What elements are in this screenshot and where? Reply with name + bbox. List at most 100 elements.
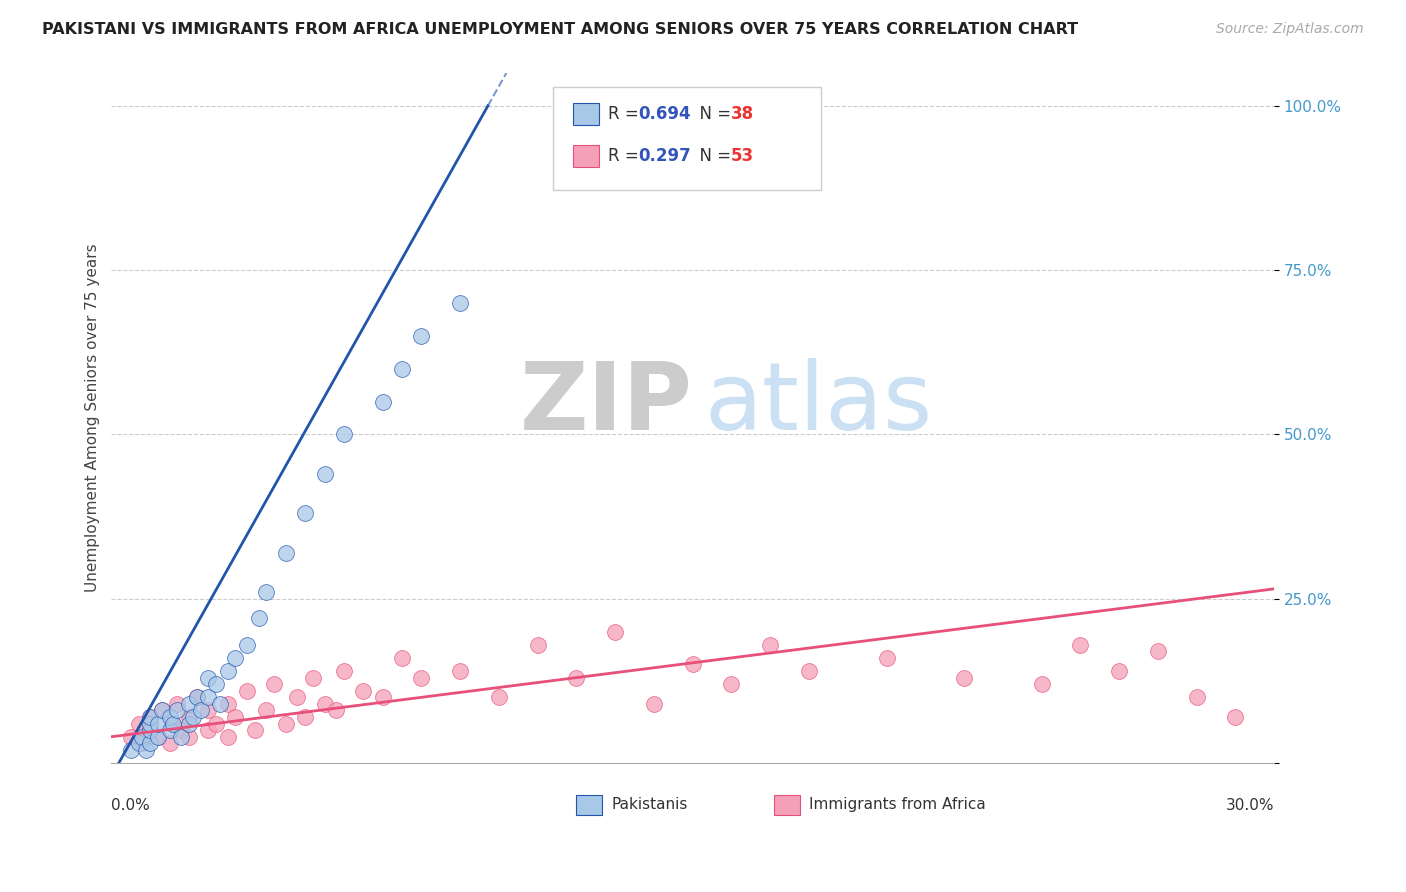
- Point: [274, 716, 297, 731]
- Point: [177, 697, 200, 711]
- Point: [139, 710, 162, 724]
- Point: [120, 730, 142, 744]
- Point: [146, 716, 169, 731]
- Point: [139, 736, 162, 750]
- Point: [208, 697, 231, 711]
- Point: [197, 723, 219, 738]
- Point: [411, 671, 433, 685]
- Point: [139, 723, 162, 738]
- Point: [302, 671, 325, 685]
- Point: [1108, 664, 1130, 678]
- Point: [131, 736, 153, 750]
- Point: [177, 716, 200, 731]
- Text: Pakistanis: Pakistanis: [612, 797, 688, 812]
- Point: [526, 638, 548, 652]
- Point: [128, 716, 150, 731]
- Point: [217, 664, 239, 678]
- Text: N =: N =: [689, 147, 737, 165]
- Point: [720, 677, 742, 691]
- Point: [1069, 638, 1091, 652]
- Point: [333, 664, 356, 678]
- Point: [449, 296, 471, 310]
- Point: [150, 703, 173, 717]
- Text: 30.0%: 30.0%: [1226, 797, 1274, 813]
- Point: [371, 394, 394, 409]
- Point: [333, 427, 356, 442]
- Point: [254, 585, 277, 599]
- Text: R =: R =: [607, 147, 644, 165]
- Text: 0.694: 0.694: [638, 105, 690, 123]
- Point: [170, 730, 193, 744]
- Point: [247, 611, 270, 625]
- Point: [190, 703, 212, 717]
- Point: [131, 730, 153, 744]
- Text: Source: ZipAtlas.com: Source: ZipAtlas.com: [1216, 22, 1364, 37]
- Point: [159, 736, 181, 750]
- Point: [605, 624, 627, 639]
- Point: [146, 730, 169, 744]
- Point: [186, 690, 208, 705]
- Point: [159, 710, 181, 724]
- Point: [263, 677, 285, 691]
- Point: [411, 329, 433, 343]
- Point: [159, 723, 181, 738]
- Point: [139, 723, 162, 738]
- Point: [177, 730, 200, 744]
- Point: [120, 743, 142, 757]
- Point: [181, 710, 204, 724]
- Point: [314, 467, 336, 481]
- Point: [224, 651, 246, 665]
- Point: [876, 651, 898, 665]
- Text: 0.0%: 0.0%: [111, 797, 150, 813]
- Text: atlas: atlas: [704, 359, 932, 450]
- Point: [166, 703, 188, 717]
- Point: [128, 736, 150, 750]
- Point: [254, 703, 277, 717]
- Text: 53: 53: [731, 147, 754, 165]
- Bar: [775, 796, 800, 814]
- Bar: [574, 145, 599, 167]
- Point: [294, 506, 316, 520]
- Point: [166, 697, 188, 711]
- Text: 0.297: 0.297: [638, 147, 690, 165]
- Point: [205, 677, 228, 691]
- Point: [391, 361, 413, 376]
- Text: 38: 38: [731, 105, 754, 123]
- Point: [236, 638, 259, 652]
- Point: [139, 716, 162, 731]
- Point: [391, 651, 413, 665]
- Point: [162, 716, 184, 731]
- Point: [217, 730, 239, 744]
- Point: [797, 664, 820, 678]
- Point: [197, 690, 219, 705]
- Point: [325, 703, 347, 717]
- Point: [294, 710, 316, 724]
- Text: ZIP: ZIP: [520, 359, 693, 450]
- FancyBboxPatch shape: [553, 87, 821, 190]
- Point: [314, 697, 336, 711]
- Point: [449, 664, 471, 678]
- Point: [197, 703, 219, 717]
- Text: PAKISTANI VS IMMIGRANTS FROM AFRICA UNEMPLOYMENT AMONG SENIORS OVER 75 YEARS COR: PAKISTANI VS IMMIGRANTS FROM AFRICA UNEM…: [42, 22, 1078, 37]
- Point: [274, 546, 297, 560]
- Point: [682, 657, 704, 672]
- Point: [1185, 690, 1208, 705]
- Point: [217, 697, 239, 711]
- Point: [243, 723, 266, 738]
- Text: N =: N =: [689, 105, 737, 123]
- Point: [135, 743, 157, 757]
- Text: Immigrants from Africa: Immigrants from Africa: [808, 797, 986, 812]
- Point: [146, 730, 169, 744]
- Text: R =: R =: [607, 105, 644, 123]
- Bar: [574, 103, 599, 126]
- Point: [139, 710, 162, 724]
- Point: [205, 716, 228, 731]
- Point: [371, 690, 394, 705]
- Point: [1225, 710, 1247, 724]
- Point: [643, 697, 665, 711]
- Point: [150, 703, 173, 717]
- Point: [287, 690, 309, 705]
- Point: [177, 710, 200, 724]
- Point: [352, 683, 374, 698]
- Point: [224, 710, 246, 724]
